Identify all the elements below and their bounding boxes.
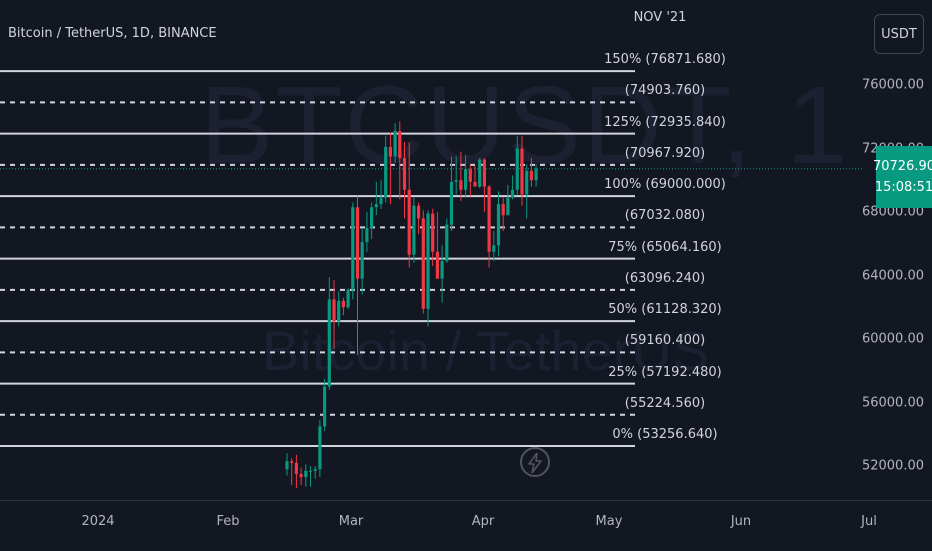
- candle-body: [346, 289, 350, 308]
- candle-body: [355, 207, 360, 279]
- candle-body: [473, 181, 477, 187]
- candle-body: [407, 189, 411, 255]
- candle-body: [421, 218, 425, 309]
- time-tick-label: Mar: [338, 514, 364, 529]
- fib-month-label: NOV '21: [633, 10, 687, 25]
- candle-body: [534, 168, 538, 181]
- fib-level-label: 125% (72935.840): [604, 114, 726, 130]
- bar-countdown: 15:08:51: [874, 180, 932, 195]
- fib-level-label: (67032.080): [624, 208, 706, 224]
- fib-level-label: 100% (69000.000): [604, 177, 726, 193]
- candle-body: [308, 470, 313, 472]
- fib-level-label: 50% (61128.320): [608, 302, 722, 318]
- candle-body: [374, 204, 378, 208]
- candle-body: [459, 180, 463, 190]
- fib-level-label: 25% (57192.480): [608, 364, 722, 380]
- candle-body: [360, 242, 364, 279]
- candle-body: [520, 148, 524, 195]
- fib-level-label: 0% (53256.640): [612, 427, 718, 443]
- fib-level-label: (74903.760): [624, 83, 706, 99]
- candle-body: [431, 213, 435, 252]
- candle-body: [379, 197, 383, 205]
- lightning-icon[interactable]: [520, 447, 550, 477]
- candle-body: [417, 205, 421, 219]
- symbol-title: Bitcoin / TetherUS, 1D, BINANCE: [8, 26, 217, 41]
- candle-body: [365, 227, 369, 243]
- candle-body: [492, 245, 496, 252]
- candle-body: [412, 205, 416, 255]
- currency-button[interactable]: USDT: [874, 14, 924, 54]
- last-price-value: 70726.90: [872, 159, 932, 174]
- candle-body: [323, 386, 327, 427]
- candle-body: [435, 251, 439, 279]
- candle-body: [501, 204, 505, 216]
- candle-body: [478, 159, 482, 187]
- price-tick-label: 56000.00: [861, 395, 924, 410]
- candle-body: [341, 300, 345, 308]
- fib-level-label: (70967.920): [624, 145, 706, 161]
- price-tick-label: 64000.00: [861, 268, 924, 283]
- fib-level-label: (59160.400): [624, 333, 706, 349]
- price-tick-label: 60000.00: [861, 331, 924, 347]
- candle-body: [506, 197, 510, 216]
- candle-body: [468, 169, 472, 182]
- candle-body: [351, 207, 355, 290]
- candle-body: [464, 169, 468, 190]
- candle-body: [384, 146, 388, 198]
- time-tick-label: Jun: [730, 514, 752, 529]
- candle-body: [511, 189, 515, 198]
- candle-body: [337, 300, 341, 322]
- time-tick-label: May: [595, 514, 623, 529]
- price-tick-label: 68000.00: [861, 204, 924, 220]
- price-tick-label: 76000.00: [861, 77, 924, 93]
- candle-body: [370, 207, 374, 228]
- candle-body: [525, 170, 529, 195]
- candle-body: [496, 204, 501, 246]
- candle-body: [327, 299, 331, 387]
- price-tick-label: 52000.00: [861, 458, 924, 474]
- fib-level-label: (55224.560): [624, 395, 706, 411]
- candle-body: [440, 261, 444, 279]
- candle-body: [454, 180, 458, 182]
- price-axis[interactable]: 76000.0072000.0068000.0064000.0060000.00…: [861, 0, 932, 500]
- time-axis[interactable]: 2024 Feb Mar Apr May Jun Jul: [0, 500, 932, 551]
- candle-body: [332, 299, 336, 322]
- fib-level-label: 75% (65064.160): [608, 239, 722, 255]
- time-tick-label: Apr: [471, 514, 495, 529]
- time-tick-label: Feb: [216, 514, 240, 529]
- time-tick-label: 2024: [81, 514, 115, 529]
- candle-body: [313, 469, 317, 471]
- candle-body: [426, 213, 430, 309]
- candle-body: [388, 146, 392, 157]
- fib-level-label: 150% (76871.680): [604, 52, 726, 68]
- candle-body: [445, 224, 449, 262]
- candle-body: [304, 470, 308, 478]
- candle-body: [487, 186, 491, 252]
- candle-body: [393, 131, 397, 157]
- candle-body: [402, 158, 407, 190]
- candle-body: [398, 131, 402, 159]
- candle-body: [318, 426, 322, 470]
- fib-level-label: (63096.240): [624, 270, 706, 286]
- candle-body: [299, 473, 303, 478]
- candle-body: [285, 461, 289, 470]
- candle-body: [515, 148, 519, 190]
- candle-body: [482, 159, 486, 187]
- candle-body: [294, 462, 298, 474]
- last-price-tag: 70726.90 15:08:51: [872, 146, 932, 208]
- time-tick-label: Jul: [861, 514, 877, 529]
- candle-body: [449, 181, 454, 225]
- candle-body: [290, 461, 294, 463]
- candle-body: [529, 170, 533, 181]
